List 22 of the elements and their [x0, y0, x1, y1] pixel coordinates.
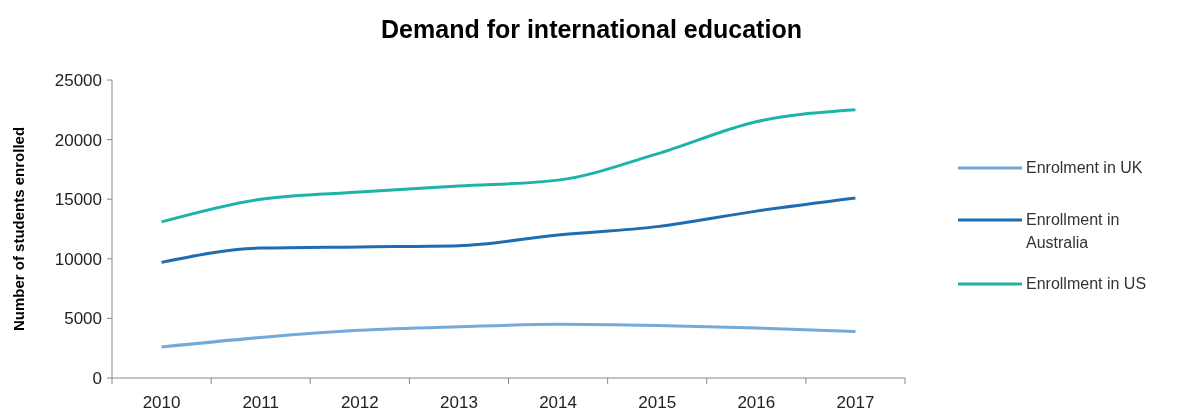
y-tick-label: 0: [92, 369, 102, 388]
x-tick-label: 2012: [340, 393, 379, 412]
y-tick-label: 5000: [64, 309, 102, 329]
x-tick-label: 2013: [440, 393, 478, 412]
y-tick-label: 10000: [54, 249, 102, 269]
x-tick-label: 2016: [737, 393, 776, 412]
legend-label: Enrollment in Australia: [1026, 211, 1120, 251]
y-axis-title: Number of students enrolled: [10, 126, 27, 332]
x-tick-label: 2015: [638, 393, 677, 412]
y-tick-label: 15000: [54, 190, 102, 210]
legend-label: Enrollment in US: [1026, 275, 1147, 292]
chart-title: Demand for international education: [381, 15, 802, 43]
x-tick-label: 2017: [836, 393, 875, 412]
line-series: [160, 108, 857, 224]
y-tick-label: 25000: [54, 71, 102, 90]
legend-label: Enrolment in UK: [1026, 159, 1143, 176]
x-tick-label: 2011: [242, 393, 279, 412]
y-tick-label: 20000: [54, 130, 102, 150]
x-tick-label: 2010: [142, 393, 181, 412]
line-series: [160, 196, 857, 264]
x-tick-label: 2014: [539, 393, 577, 412]
line-series: [160, 322, 857, 349]
